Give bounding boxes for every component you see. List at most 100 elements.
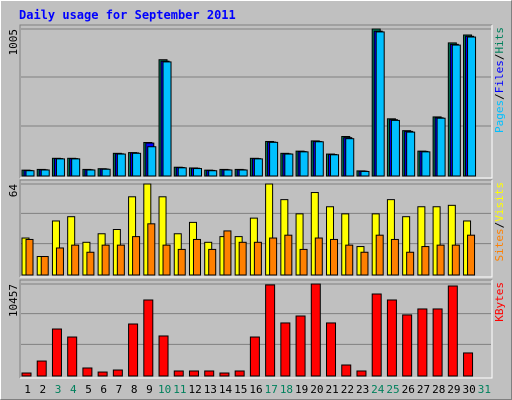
bar <box>314 237 323 276</box>
bar <box>467 234 476 276</box>
legend-separator: / <box>493 54 506 61</box>
bar <box>436 244 445 276</box>
bar <box>467 36 477 177</box>
bar <box>71 158 81 177</box>
x-tick-label: 13 <box>204 383 217 396</box>
bar <box>208 170 218 177</box>
legend-separator: / <box>493 222 506 229</box>
bar <box>451 44 461 177</box>
bar <box>82 367 93 377</box>
bar <box>341 364 352 377</box>
panel-frame-light <box>20 280 493 379</box>
x-tick-label: 22 <box>341 383 354 396</box>
bar <box>162 61 172 177</box>
x-tick-label: 21 <box>326 383 339 396</box>
x-tick-label: 29 <box>447 383 460 396</box>
x-tick-label: 24 <box>371 383 385 396</box>
bar <box>310 283 321 377</box>
bar <box>249 336 260 377</box>
x-tick-label: 28 <box>432 383 445 396</box>
x-tick-label: 5 <box>85 383 92 396</box>
bar <box>21 372 32 377</box>
bar <box>147 146 157 177</box>
bar <box>360 251 369 276</box>
x-tick-label: 23 <box>356 383 369 396</box>
x-tick-label: 1 <box>24 383 31 396</box>
bar <box>204 370 215 377</box>
legend-entry: Files <box>493 60 506 93</box>
bar <box>284 153 294 177</box>
bar <box>36 360 47 377</box>
panel-frame-dark <box>19 179 492 277</box>
bar <box>25 170 35 177</box>
bar <box>390 119 400 177</box>
bar <box>345 138 355 177</box>
bar <box>208 248 217 276</box>
bar <box>219 372 230 377</box>
bar <box>299 248 308 276</box>
bar <box>223 169 233 177</box>
legend-entry: Sites <box>493 228 506 261</box>
x-tick-label: 3 <box>55 383 62 396</box>
bar <box>345 244 354 276</box>
bar <box>463 352 474 377</box>
bar <box>314 141 324 177</box>
legend-entry: Pages <box>493 100 506 133</box>
x-tick-label: 7 <box>116 383 123 396</box>
panel-frame-light <box>20 25 493 179</box>
bar <box>158 335 169 377</box>
x-tick-label: 20 <box>310 383 323 396</box>
x-tick-label: 11 <box>173 383 186 396</box>
bar <box>112 369 123 377</box>
bar <box>223 230 232 276</box>
bar <box>406 251 415 276</box>
x-tick-label: 8 <box>131 383 138 396</box>
bar <box>86 169 96 177</box>
bar <box>238 241 247 276</box>
x-tick-label: 15 <box>234 383 247 396</box>
legend: Pages/Files/Hits <box>493 27 506 133</box>
x-tick-label: 4 <box>70 383 77 396</box>
bar <box>25 238 34 276</box>
x-tick-label: 31 <box>478 383 491 396</box>
bar <box>188 370 199 377</box>
bar <box>295 315 306 377</box>
bar <box>432 308 443 377</box>
bar <box>330 238 339 276</box>
bar <box>143 299 154 377</box>
bar <box>162 244 171 276</box>
legend-entry: KBytes <box>493 282 506 322</box>
bar <box>234 370 245 377</box>
bar <box>299 151 309 177</box>
x-tick-label: 19 <box>295 383 308 396</box>
x-tick-label: 26 <box>402 383 415 396</box>
bar <box>390 238 399 276</box>
x-tick-label: 10 <box>158 383 171 396</box>
bar <box>265 284 276 377</box>
bar <box>447 285 458 377</box>
bar <box>67 336 78 377</box>
x-tick-label: 9 <box>146 383 153 396</box>
legend-separator: / <box>493 93 506 100</box>
bar <box>280 322 291 377</box>
x-tick-label: 17 <box>265 383 278 396</box>
bar <box>101 168 111 177</box>
bar <box>147 223 156 276</box>
bar <box>253 241 262 276</box>
bar <box>417 308 428 377</box>
bar <box>284 234 293 276</box>
x-tick-label: 12 <box>188 383 201 396</box>
panel-frame-dark <box>19 24 492 178</box>
bar <box>192 168 202 177</box>
legend-entry: Visits <box>493 182 506 222</box>
x-tick-label: 18 <box>280 383 293 396</box>
bar <box>436 117 446 177</box>
bar <box>326 322 337 377</box>
bar <box>177 248 186 276</box>
legend: KBytes <box>493 282 506 322</box>
x-tick-label: 25 <box>386 383 399 396</box>
bar <box>132 152 142 177</box>
bar <box>269 141 279 177</box>
